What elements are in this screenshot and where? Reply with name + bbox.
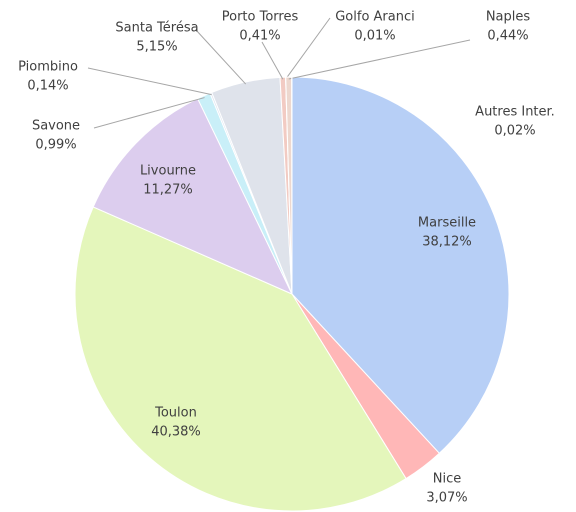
- slice-value-label: 0,14%: [27, 79, 68, 94]
- slice-label: Golfo Aranci: [335, 10, 415, 25]
- leader-line: [87, 67, 212, 96]
- slice-label: Naples: [486, 10, 531, 25]
- slice-label: Piombino: [18, 60, 78, 75]
- slice: [291, 76, 510, 455]
- slice-value-label: 38,12%: [422, 235, 472, 250]
- slice: [92, 97, 294, 296]
- slice-value-label: 40,38%: [151, 425, 201, 440]
- slice-value-label: 0,01%: [354, 29, 395, 44]
- slice-label: Savone: [32, 119, 80, 134]
- leader-line: [288, 39, 471, 80]
- slice-value-label: 0,41%: [239, 29, 280, 44]
- leader-line: [93, 97, 205, 129]
- slice-label: Nice: [433, 472, 461, 487]
- slice-label: Autres Inter.: [475, 105, 555, 120]
- slice-value-label: 5,15%: [136, 40, 177, 55]
- leader-line: [195, 29, 247, 85]
- slice-label: Santa Térésa: [115, 21, 198, 36]
- slice-label: Livourne: [140, 164, 196, 179]
- slice-value-label: 11,27%: [143, 183, 193, 198]
- slice-value-label: 3,07%: [426, 491, 467, 506]
- slice-value-label: 0,02%: [494, 124, 535, 139]
- slice-label: Porto Torres: [222, 10, 299, 25]
- slice: [74, 206, 407, 512]
- slice-label: Toulon: [154, 406, 197, 421]
- slice-value-label: 0,99%: [35, 138, 76, 153]
- leader-line: [261, 41, 284, 80]
- slice-label: Marseille: [418, 216, 476, 231]
- leader-line: [285, 17, 331, 80]
- slice-value-label: 0,44%: [487, 29, 528, 44]
